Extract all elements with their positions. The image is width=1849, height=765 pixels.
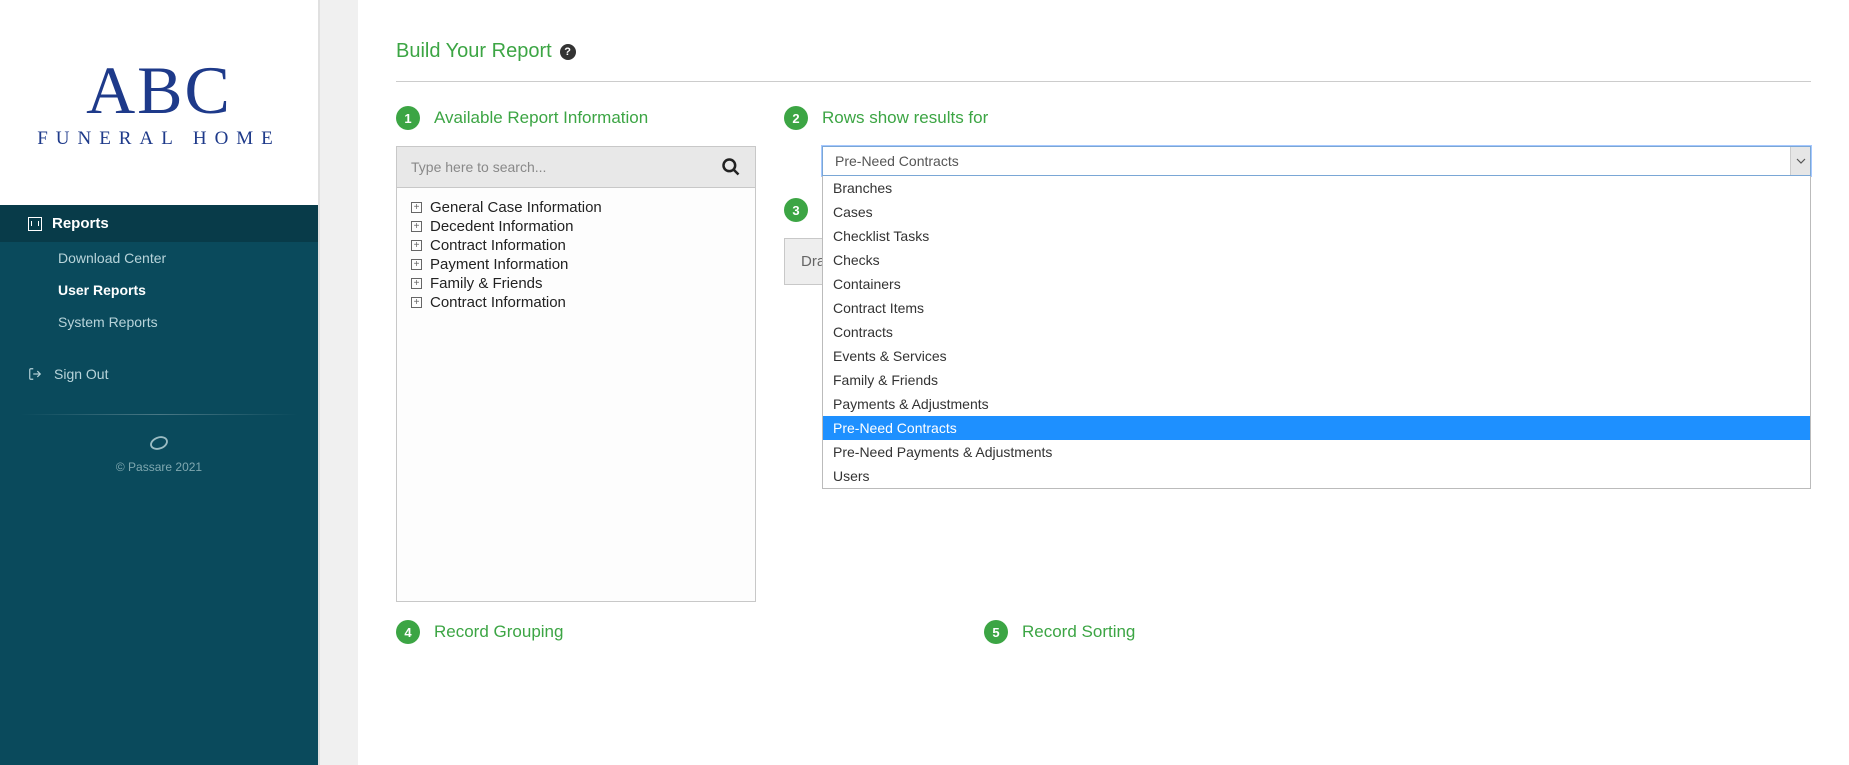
expand-icon[interactable]: + (411, 202, 422, 213)
step5-num: 5 (984, 620, 1008, 644)
nav-signout-label: Sign Out (54, 366, 108, 382)
nav-section-reports[interactable]: Reports (0, 205, 318, 242)
signout-icon (28, 367, 42, 381)
dropdown-option-users[interactable]: Users (823, 464, 1810, 488)
dropdown-option-branches[interactable]: Branches (823, 176, 1810, 200)
search-icon[interactable] (721, 157, 741, 177)
nav-item-system-reports[interactable]: System Reports (0, 306, 318, 338)
col-available-info: 1 Available Report Information + (396, 106, 756, 602)
step4-header: 4 Record Grouping (396, 620, 756, 644)
tree-item-label: Payment Information (430, 256, 568, 273)
chevron-down-icon (1796, 156, 1806, 166)
tree-item-payment[interactable]: + Payment Information (411, 255, 741, 274)
content-gutter (318, 0, 358, 765)
rows-select-value: Pre-Need Contracts (835, 153, 959, 169)
rows-select-dropdown: Branches Cases Checklist Tasks Checks Co… (822, 176, 1811, 489)
step2-num: 2 (784, 106, 808, 130)
tree-item-label: General Case Information (430, 199, 602, 216)
footer-logo-icon (148, 432, 170, 454)
col-record-grouping: 4 Record Grouping (396, 620, 756, 660)
dropdown-option-pre-need-contracts[interactable]: Pre-Need Contracts (823, 416, 1810, 440)
step4-label: Record Grouping (434, 622, 563, 642)
nav-signout[interactable]: Sign Out (0, 356, 318, 392)
dropdown-option-containers[interactable]: Containers (823, 272, 1810, 296)
reports-icon (28, 217, 42, 231)
tree-item-label: Decedent Information (430, 218, 573, 235)
step2-label: Rows show results for (822, 108, 988, 128)
dropdown-option-checklist-tasks[interactable]: Checklist Tasks (823, 224, 1810, 248)
expand-icon[interactable]: + (411, 297, 422, 308)
tree-item-label: Contract Information (430, 294, 566, 311)
tree-item-label: Family & Friends (430, 275, 543, 292)
expand-icon[interactable]: + (411, 278, 422, 289)
tree-item-contract-2[interactable]: + Contract Information (411, 293, 741, 312)
dropdown-option-payments-adjustments[interactable]: Payments & Adjustments (823, 392, 1810, 416)
dropdown-option-family-friends[interactable]: Family & Friends (823, 368, 1810, 392)
page-title-row: Build Your Report ? (396, 0, 1811, 82)
search-row (397, 147, 755, 188)
main-content: Build Your Report ? 1 Available Report I… (358, 0, 1849, 765)
bottom-steps: 4 Record Grouping 5 Record Sorting (396, 620, 1811, 660)
dropdown-option-cases[interactable]: Cases (823, 200, 1810, 224)
logo-area: ABC Funeral Home (0, 0, 318, 205)
tree-item-decedent[interactable]: + Decedent Information (411, 217, 741, 236)
tree-item-label: Contract Information (430, 237, 566, 254)
tree-item-family-friends[interactable]: + Family & Friends (411, 274, 741, 293)
dropdown-option-pre-need-payments[interactable]: Pre-Need Payments & Adjustments (823, 440, 1810, 464)
dropdown-option-contract-items[interactable]: Contract Items (823, 296, 1810, 320)
page-title: Build Your Report (396, 40, 552, 63)
expand-icon[interactable]: + (411, 259, 422, 270)
dropdown-option-events-services[interactable]: Events & Services (823, 344, 1810, 368)
step1-label: Available Report Information (434, 108, 648, 128)
sidebar-footer: © Passare 2021 (0, 432, 318, 474)
logo-main: ABC (86, 56, 232, 124)
expand-icon[interactable]: + (411, 240, 422, 251)
rows-select-display[interactable]: Pre-Need Contracts (822, 146, 1811, 176)
info-tree: + General Case Information + Decedent In… (397, 188, 755, 322)
footer-copyright: © Passare 2021 (0, 460, 318, 474)
step1-num: 1 (396, 106, 420, 130)
step5-label: Record Sorting (1022, 622, 1135, 642)
step3-num: 3 (784, 198, 808, 222)
nav-item-user-reports[interactable]: User Reports (0, 274, 318, 306)
step4-num: 4 (396, 620, 420, 644)
tree-item-general-case[interactable]: + General Case Information (411, 198, 741, 217)
expand-icon[interactable]: + (411, 221, 422, 232)
logo-sub: Funeral Home (37, 128, 281, 150)
tree-item-contract-1[interactable]: + Contract Information (411, 236, 741, 255)
step2-header: 2 Rows show results for (784, 106, 1811, 130)
nav-item-label: System Reports (58, 314, 158, 330)
col-rows-for: 2 Rows show results for Pre-Need Contrac… (784, 106, 1811, 602)
dropdown-option-checks[interactable]: Checks (823, 248, 1810, 272)
nav-item-download-center[interactable]: Download Center (0, 242, 318, 274)
col-record-sorting: 5 Record Sorting (784, 620, 1811, 660)
builder-columns: 1 Available Report Information + (396, 106, 1811, 602)
dropdown-option-contracts[interactable]: Contracts (823, 320, 1810, 344)
nav-section-label: Reports (52, 215, 109, 232)
step5-header: 5 Record Sorting (784, 620, 1811, 644)
available-info-panel: + General Case Information + Decedent In… (396, 146, 756, 602)
sidebar: ABC Funeral Home Reports Download Center… (0, 0, 318, 765)
app-root: ABC Funeral Home Reports Download Center… (0, 0, 1849, 765)
rows-select[interactable]: Pre-Need Contracts Branches Cases Checkl… (822, 146, 1811, 176)
step1-header: 1 Available Report Information (396, 106, 756, 130)
rows-select-caret[interactable] (1790, 147, 1810, 175)
search-input[interactable] (411, 159, 721, 175)
nav-item-label: User Reports (58, 282, 146, 298)
nav-item-label: Download Center (58, 250, 166, 266)
help-icon[interactable]: ? (560, 44, 576, 60)
sidebar-nav: Reports Download Center User Reports Sys… (0, 205, 318, 474)
